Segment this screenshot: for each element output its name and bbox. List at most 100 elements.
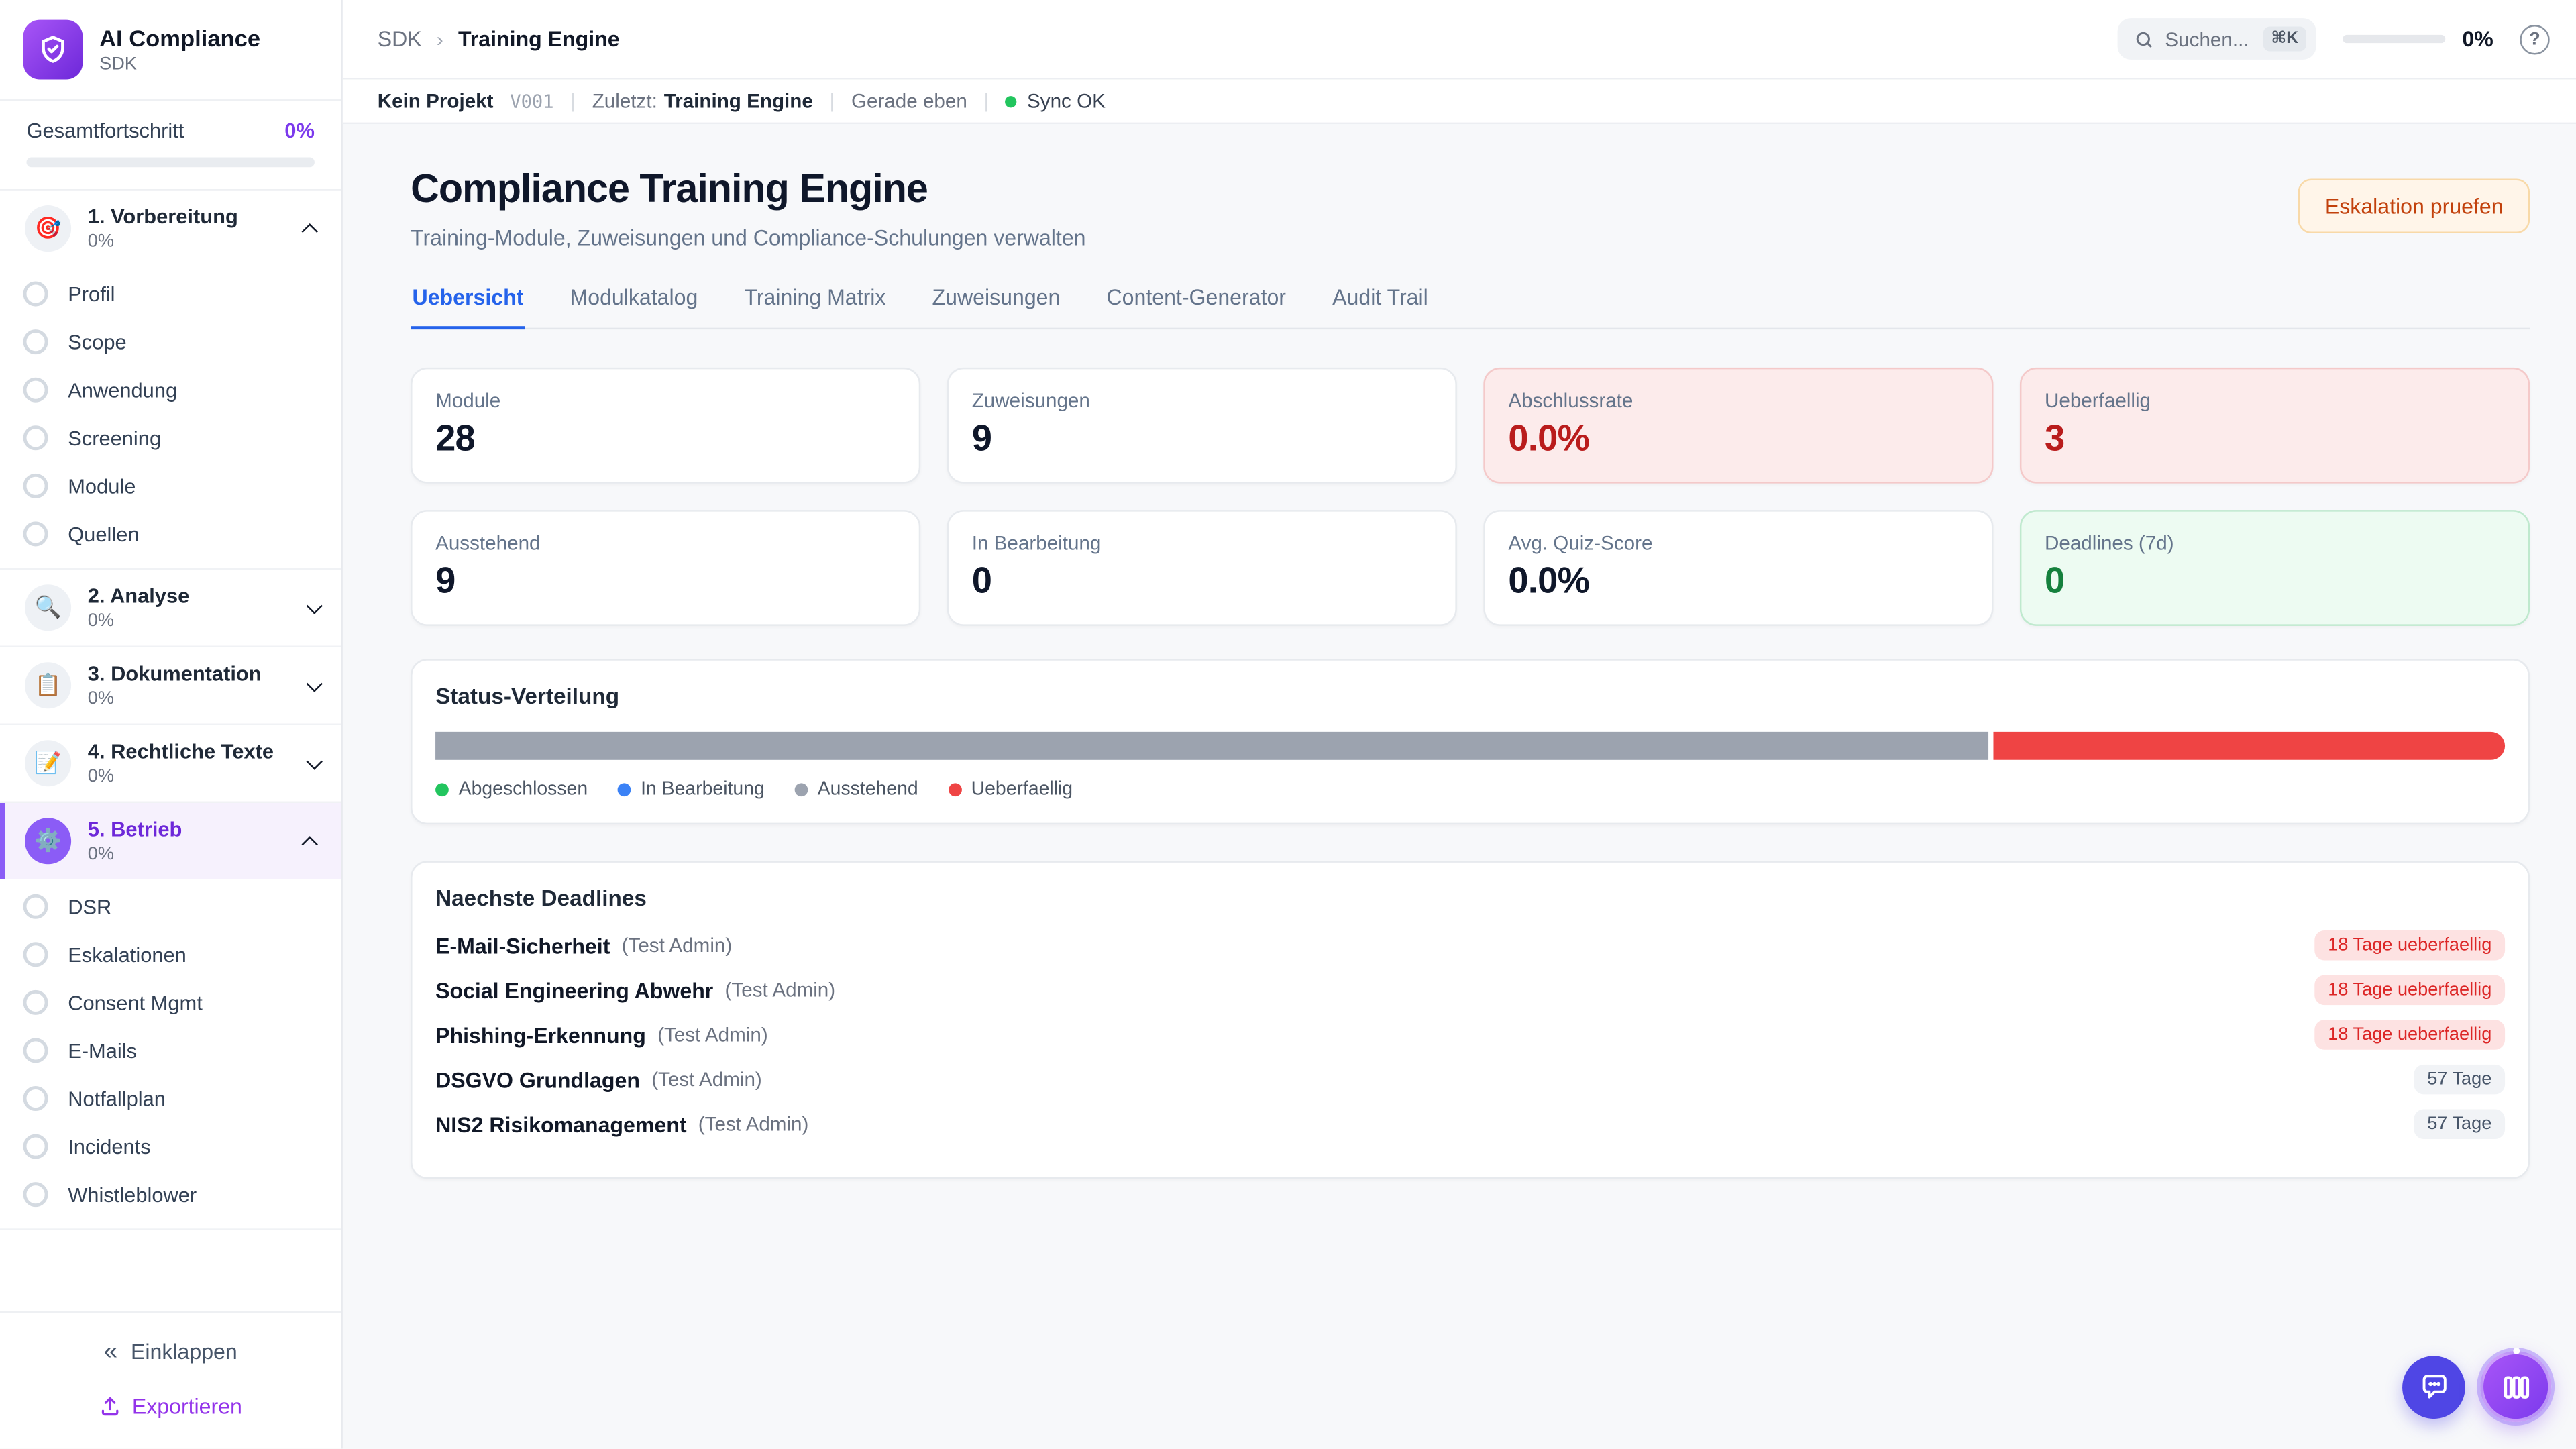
stat-label: Avg. Quiz-Score <box>1508 531 1653 555</box>
sidebar-item-label: Incidents <box>68 1134 151 1159</box>
tab[interactable]: Uebersicht <box>411 284 525 330</box>
deadline-row: NIS2 Risikomanagement (Test Admin) 57 Ta… <box>435 1109 2506 1139</box>
tab[interactable]: Modulkatalog <box>570 284 698 310</box>
deadline-row: Phishing-Erkennung (Test Admin) 18 Tage … <box>435 1020 2506 1050</box>
section-emoji-icon: 🔍 <box>25 584 72 631</box>
stat-card: In Bearbeitung 0 <box>947 510 1457 626</box>
sidebar-item[interactable]: Anwendung <box>0 366 341 414</box>
sidebar-item[interactable]: Eskalationen <box>0 930 341 979</box>
sidebar-item[interactable]: Screening <box>0 414 341 462</box>
sidebar-subitems: DSR Eskalationen Consent Mgmt <box>0 879 341 1229</box>
help-icon[interactable]: ? <box>2520 23 2550 54</box>
last-updated: Gerade eben <box>851 89 967 113</box>
sync-status: Sync OK <box>1005 89 1106 113</box>
chat-button[interactable] <box>2402 1355 2465 1418</box>
tab[interactable]: Training Matrix <box>744 284 886 310</box>
search-box[interactable]: ⌘K <box>2116 18 2317 60</box>
section-progress: 0% <box>87 766 115 787</box>
sidebar-item[interactable]: Whistleblower <box>0 1171 341 1219</box>
status-circle-icon <box>23 1086 48 1112</box>
columns-icon <box>2503 1375 2528 1398</box>
deadline-assignee: (Test Admin) <box>724 978 836 1002</box>
sidebar-item-label: Quellen <box>68 522 140 546</box>
chat-bubble-icon <box>2422 1375 2446 1399</box>
sidebar-item[interactable]: Consent Mgmt <box>0 979 341 1027</box>
export-button[interactable]: Exportieren <box>83 1384 259 1429</box>
breadcrumb-parent[interactable]: SDK <box>377 26 422 52</box>
sidebar-item-label: Notfallplan <box>68 1087 166 1110</box>
tab[interactable]: Zuweisungen <box>932 284 1061 310</box>
deadline-row: DSGVO Grundlagen (Test Admin) 57 Tage <box>435 1064 2506 1095</box>
sidebar-item-label: DSR <box>68 894 112 918</box>
sidebar-section[interactable]: 📋 3. Dokumentation 0% <box>0 647 341 724</box>
tab[interactable]: Audit Trail <box>1332 284 1428 310</box>
board-view-button[interactable] <box>2480 1350 2552 1423</box>
stat-value: 28 <box>435 417 476 459</box>
last-opened-label: Zuletzt: <box>592 89 657 113</box>
main-area: SDK › Training Engine ⌘K 0% ? <box>342 0 2576 1449</box>
status-circle-icon <box>23 989 48 1015</box>
chevron-icon <box>306 675 323 692</box>
topbar: SDK › Training Engine ⌘K 0% ? <box>342 0 2576 80</box>
section-progress: 0% <box>87 231 115 252</box>
legend-dot-icon <box>617 783 631 797</box>
breadcrumb-chevron-icon: › <box>436 27 443 51</box>
legend-item: Ueberfaellig <box>948 780 1073 800</box>
sidebar-section[interactable]: 🎯 1. Vorbereitung 0% <box>0 191 341 267</box>
legend-label: Ausstehend <box>817 780 918 800</box>
deadline-assignee: (Test Admin) <box>657 1023 768 1046</box>
sidebar-section[interactable]: 📝 4. Rechtliche Texte 0% <box>0 725 341 802</box>
sync-ok-dot-icon <box>1005 95 1018 107</box>
stat-card: Deadlines (7d) 0 <box>2019 510 2530 626</box>
distribution-segment <box>435 731 1988 760</box>
floating-actions <box>2402 1350 2552 1423</box>
sidebar-item-label: Whistleblower <box>68 1183 197 1206</box>
collapse-label: Einklappen <box>130 1339 237 1364</box>
deadline-row: Social Engineering Abwehr (Test Admin) 1… <box>435 975 2506 1006</box>
check-escalation-button[interactable]: Eskalation pruefen <box>2298 178 2530 233</box>
status-circle-icon <box>23 1134 48 1159</box>
sidebar-item-label: Profil <box>68 282 115 306</box>
chevron-icon <box>301 835 318 852</box>
sidebar-item[interactable]: Module <box>0 462 341 511</box>
sidebar-item-label: Screening <box>68 426 162 450</box>
stat-label: Zuweisungen <box>971 388 1090 413</box>
deadline-module-name: E-Mail-Sicherheit <box>435 932 610 958</box>
app-title: AI Compliance <box>99 25 261 52</box>
sidebar-item[interactable]: Quellen <box>0 510 341 558</box>
chevron-icon <box>306 753 323 769</box>
status-circle-icon <box>23 1038 48 1063</box>
sidebar-item[interactable]: DSR <box>0 882 341 930</box>
search-input[interactable] <box>2165 27 2251 51</box>
sidebar-item[interactable]: Incidents <box>0 1122 341 1171</box>
sidebar-item[interactable]: E-Mails <box>0 1026 341 1075</box>
page-subtitle: Training-Module, Zuweisungen und Complia… <box>411 225 1086 250</box>
deadline-row: E-Mail-Sicherheit (Test Admin) 18 Tage u… <box>435 930 2506 961</box>
double-chevron-left-icon: « <box>103 1338 118 1366</box>
last-opened-value: Training Engine <box>663 89 813 113</box>
deadline-module-name: DSGVO Grundlagen <box>435 1067 640 1092</box>
deadline-assignee: (Test Admin) <box>651 1067 762 1091</box>
sidebar-item-label: Consent Mgmt <box>68 991 203 1014</box>
breadcrumb-current: Training Engine <box>458 26 620 52</box>
tab[interactable]: Content-Generator <box>1106 284 1287 310</box>
sidebar-item[interactable]: Profil <box>0 270 341 318</box>
section-label: 4. Rechtliche Texte <box>87 740 274 763</box>
stat-card: Zuweisungen 9 <box>947 367 1457 484</box>
deadline-badge: 57 Tage <box>2414 1064 2506 1095</box>
sidebar-item[interactable]: Notfallplan <box>0 1075 341 1123</box>
sidebar-item[interactable]: Scope <box>0 318 341 366</box>
section-label: 3. Dokumentation <box>87 662 262 686</box>
collapse-sidebar-button[interactable]: « Einklappen <box>87 1330 254 1375</box>
chevron-icon <box>301 222 318 239</box>
sidebar-section[interactable]: 🔍 2. Analyse 0% <box>0 570 341 646</box>
deadlines-title: Naechste Deadlines <box>435 885 647 911</box>
sidebar-item-label: Module <box>68 474 136 498</box>
sidebar-nav: 🎯 1. Vorbereitung 0% Profil <box>0 191 341 1311</box>
status-circle-icon <box>23 1182 48 1208</box>
stat-value: 0 <box>2044 559 2065 601</box>
sidebar-item-label: Eskalationen <box>68 943 186 967</box>
search-shortcut-badge: ⌘K <box>2263 26 2307 52</box>
sidebar-section[interactable]: ⚙️ 5. Betrieb 0% <box>0 802 341 879</box>
